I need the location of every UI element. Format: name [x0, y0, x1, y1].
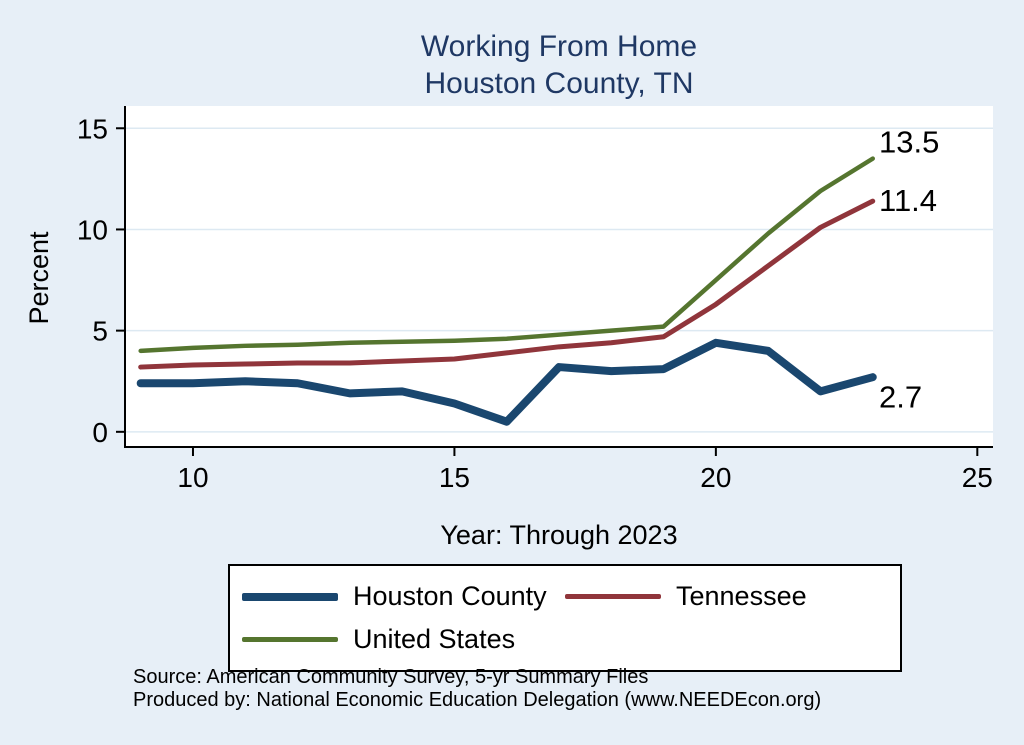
legend-label-tennessee: Tennessee: [676, 581, 807, 611]
svg-text:0: 0: [92, 417, 108, 448]
united-states-line-swatch: [242, 637, 338, 642]
svg-text:5: 5: [92, 316, 108, 347]
svg-text:25: 25: [962, 462, 993, 493]
svg-text:2.7: 2.7: [879, 379, 922, 414]
svg-text:20: 20: [700, 462, 731, 493]
produced-by-line: Produced by: National Economic Education…: [133, 689, 822, 711]
legend-label-united-states: United States: [353, 624, 516, 654]
svg-text:15: 15: [77, 113, 108, 144]
houston-county-line-swatch: [242, 592, 338, 601]
svg-text:15: 15: [439, 462, 470, 493]
legend-item-houston-county: Houston County: [242, 581, 565, 612]
legend-item-united-states: United States: [242, 624, 565, 655]
svg-text:11.4: 11.4: [879, 183, 937, 218]
chart-canvas: 0 5 10 15 10 15 20 25 13.5 11.4 2.7: [77, 106, 993, 493]
source-line: Source: American Community Survey, 5-yr …: [133, 666, 649, 688]
chart-title: Working From Home Houston County, TN: [125, 28, 993, 102]
svg-text:10: 10: [177, 462, 208, 493]
legend-item-tennessee: Tennessee: [565, 581, 888, 612]
y-axis-label: Percent: [24, 231, 54, 325]
legend-label-houston-county: Houston County: [353, 581, 547, 611]
legend: Houston County Tennessee United States: [228, 564, 902, 672]
svg-text:10: 10: [77, 214, 108, 245]
source-note: Source: American Community Survey, 5-yr …: [133, 666, 821, 712]
chart-title-line2: Houston County, TN: [424, 67, 694, 100]
tennessee-line-swatch: [565, 594, 661, 599]
chart-title-line1: Working From Home: [420, 30, 698, 63]
svg-text:13.5: 13.5: [879, 124, 939, 159]
x-axis-label: Year: Through 2023: [440, 520, 678, 550]
